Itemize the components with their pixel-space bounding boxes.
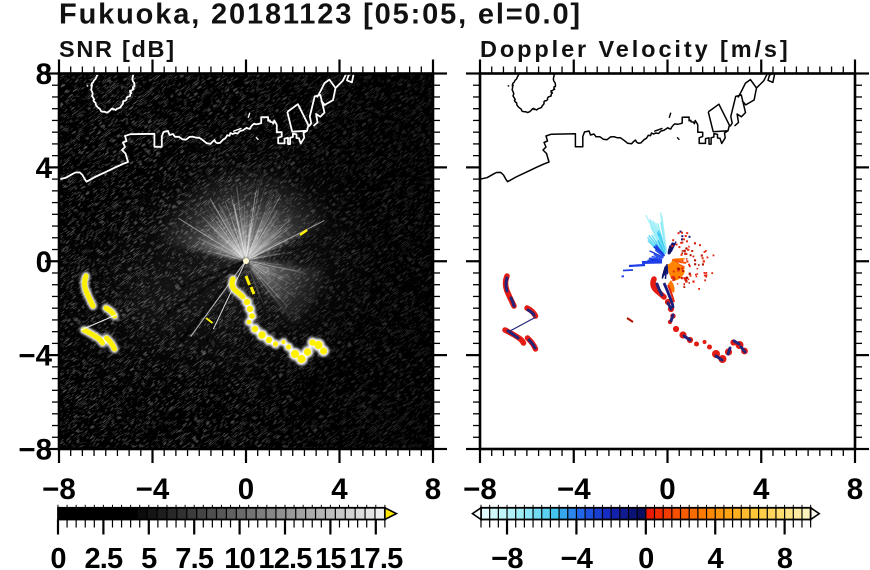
svg-text:−4: −4 bbox=[557, 473, 591, 506]
svg-text:−8: −8 bbox=[42, 473, 76, 506]
svg-text:8: 8 bbox=[777, 543, 793, 570]
svg-text:7.5: 7.5 bbox=[175, 543, 214, 570]
svg-text:−4: −4 bbox=[561, 543, 593, 570]
svg-text:0: 0 bbox=[659, 473, 675, 506]
svg-text:4: 4 bbox=[36, 152, 53, 185]
svg-text:Doppler Velocity [m/s]: Doppler Velocity [m/s] bbox=[480, 36, 791, 62]
svg-text:4: 4 bbox=[331, 473, 348, 506]
svg-text:−4: −4 bbox=[136, 473, 170, 506]
svg-text:4: 4 bbox=[708, 543, 724, 570]
svg-text:−8: −8 bbox=[491, 543, 523, 570]
svg-text:−8: −8 bbox=[463, 473, 497, 506]
svg-text:0: 0 bbox=[36, 246, 52, 279]
svg-text:8: 8 bbox=[847, 473, 863, 506]
svg-text:10: 10 bbox=[224, 543, 255, 570]
svg-text:0: 0 bbox=[238, 473, 254, 506]
svg-text:−8: −8 bbox=[18, 434, 52, 467]
svg-text:2.5: 2.5 bbox=[84, 543, 123, 570]
svg-text:0: 0 bbox=[50, 543, 65, 570]
svg-text:12.5: 12.5 bbox=[258, 543, 312, 570]
svg-text:4: 4 bbox=[753, 473, 770, 506]
svg-text:Fukuoka, 20181123 [05:05, el=0: Fukuoka, 20181123 [05:05, el=0.0] bbox=[59, 0, 582, 31]
svg-text:5: 5 bbox=[141, 543, 157, 570]
svg-text:8: 8 bbox=[36, 58, 52, 91]
svg-text:−4: −4 bbox=[18, 340, 52, 373]
svg-text:SNR [dB]: SNR [dB] bbox=[59, 36, 176, 62]
svg-text:17.5: 17.5 bbox=[349, 543, 403, 570]
svg-text:8: 8 bbox=[425, 473, 441, 506]
svg-text:15: 15 bbox=[315, 543, 346, 570]
svg-text:0: 0 bbox=[638, 543, 653, 570]
